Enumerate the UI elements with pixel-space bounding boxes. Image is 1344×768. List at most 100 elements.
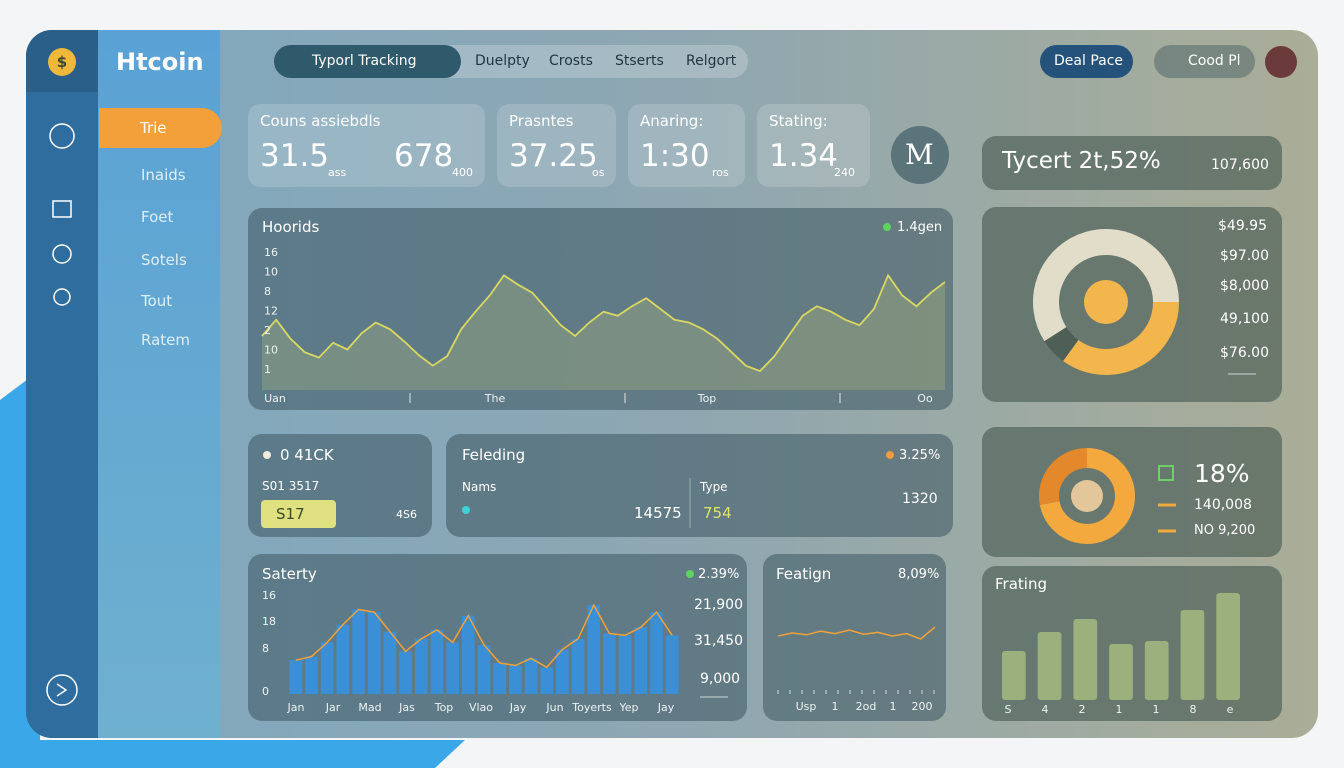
- summary-value: 107,600: [1211, 157, 1269, 173]
- bar: [367, 612, 381, 694]
- label: 4: [1042, 703, 1049, 716]
- nav-item[interactable]: Tout: [141, 292, 173, 310]
- stat-card: [497, 104, 616, 187]
- dot: [883, 223, 891, 231]
- ticker-sub: S01 3517: [262, 479, 320, 493]
- bar: [1180, 610, 1205, 700]
- panel-title: Feleding: [462, 446, 526, 464]
- bar: [383, 631, 397, 694]
- coin: [1084, 280, 1128, 324]
- panel-title: Featign: [776, 565, 832, 583]
- active-tab-bg[interactable]: [274, 45, 461, 78]
- bar: [1109, 644, 1133, 700]
- label: 2: [264, 324, 271, 337]
- label: 0: [262, 685, 269, 698]
- label: Yep: [618, 701, 638, 714]
- donut-segment: [1039, 448, 1088, 505]
- donut-segment: [1063, 301, 1179, 375]
- line: [777, 626, 936, 640]
- label: Oo: [917, 392, 933, 405]
- tab[interactable]: Stserts: [615, 53, 664, 69]
- side-value: 9,000: [700, 671, 741, 687]
- mini-item: NO 9,200: [1194, 523, 1256, 538]
- label: e: [1227, 703, 1234, 716]
- label: Vlao: [469, 701, 493, 714]
- bar: [446, 642, 459, 694]
- label: 1: [264, 363, 271, 376]
- bar: [665, 635, 679, 694]
- nav-item[interactable]: Sotels: [141, 251, 187, 269]
- stat-card: [757, 104, 870, 187]
- label: 2od: [856, 700, 877, 713]
- panel-title: Frating: [995, 575, 1047, 593]
- label: Jay: [657, 701, 675, 714]
- bar: [618, 635, 632, 694]
- bar: [524, 658, 538, 694]
- line-area: [262, 275, 945, 390]
- label: Jun: [545, 701, 563, 714]
- tab[interactable]: Crosts: [549, 53, 593, 69]
- account-bg[interactable]: [1154, 45, 1255, 78]
- bar-outline: [295, 603, 673, 669]
- stat-label: Prasntes: [509, 112, 574, 130]
- cell: 14575: [634, 504, 682, 522]
- badge: M: [905, 138, 934, 171]
- bar: [399, 651, 412, 694]
- badge: 8,09%: [898, 567, 940, 582]
- stat-label: Anaring:: [640, 112, 704, 130]
- donut-label: $76.00: [1220, 345, 1269, 361]
- coin: [1071, 480, 1103, 512]
- label: Toyerts: [571, 701, 612, 714]
- summary-title: Tycert 2t,52%: [1002, 148, 1161, 174]
- nav-item[interactable]: Foet: [141, 208, 174, 226]
- stat-sub: ass: [328, 166, 347, 179]
- bar: [1073, 619, 1098, 700]
- label: The: [484, 392, 506, 405]
- nav-item[interactable]: Trie: [140, 119, 167, 137]
- panel-title: Hoorids: [262, 218, 320, 236]
- label: Jan: [287, 701, 305, 714]
- stat-value: 37.25: [509, 138, 598, 174]
- label: S: [1005, 703, 1012, 716]
- tab[interactable]: Relgort: [686, 53, 737, 69]
- col-head: Type: [700, 480, 728, 494]
- label: Jas: [398, 701, 415, 714]
- nav-item[interactable]: Ratem: [141, 331, 191, 349]
- active-item-bg[interactable]: [99, 108, 222, 148]
- stat-value: 1.34: [769, 138, 839, 174]
- bar: [336, 624, 350, 694]
- label: Usp: [796, 700, 817, 713]
- nav-item[interactable]: Inaids: [141, 166, 186, 184]
- stat-card: [628, 104, 745, 187]
- donut-label: $8,000: [1220, 278, 1269, 294]
- tab[interactable]: Typorl Tracking: [312, 53, 417, 69]
- button[interactable]: Deal Pace: [1054, 53, 1124, 69]
- stat-value: 678: [394, 138, 454, 174]
- button-bg[interactable]: [1040, 45, 1133, 78]
- stat-sub: 400: [452, 166, 473, 179]
- donut-label: $97.00: [1220, 248, 1269, 264]
- donut-segment: [1044, 326, 1079, 362]
- legend: 1.4gen: [897, 220, 943, 235]
- dot: [462, 506, 470, 514]
- badge: 2.39%: [698, 567, 740, 582]
- summary-card: [982, 136, 1282, 190]
- label: 16: [262, 589, 276, 602]
- bar: [556, 649, 569, 694]
- bar: [461, 615, 475, 694]
- side-value: 21,900: [694, 597, 743, 613]
- stat-card: [248, 104, 485, 187]
- label: 1: [1153, 703, 1160, 716]
- label: 1: [1116, 703, 1123, 716]
- bar: [1216, 593, 1240, 700]
- stat-label: Couns assiebdls: [260, 112, 381, 130]
- tab[interactable]: Duelpty: [475, 53, 530, 69]
- dot: [686, 570, 694, 578]
- account[interactable]: Cood Pl: [1188, 53, 1241, 69]
- bar: [1144, 641, 1169, 700]
- ticker-box: [261, 500, 336, 528]
- bar: [320, 642, 334, 694]
- label: 8: [264, 285, 271, 298]
- label: 2: [1079, 703, 1086, 716]
